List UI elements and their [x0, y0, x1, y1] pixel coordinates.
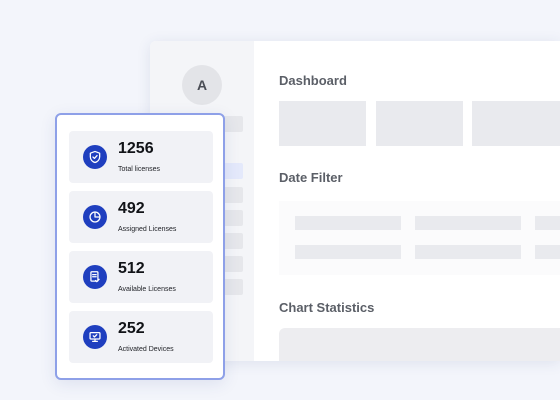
pie-chart-icon: [83, 205, 107, 229]
stat-label: Total licenses: [118, 166, 161, 173]
dashboard-card-placeholder: [472, 101, 560, 146]
chart-statistics-title: Chart Statistics: [279, 300, 375, 315]
sidebar-item-active[interactable]: [222, 163, 243, 179]
stat-label: Available Licenses: [118, 286, 176, 293]
filter-field-placeholder[interactable]: [535, 245, 560, 259]
filter-field-placeholder[interactable]: [295, 245, 401, 259]
sidebar-item[interactable]: [222, 256, 243, 272]
dashboard-title: Dashboard: [279, 73, 347, 88]
date-filter-title: Date Filter: [279, 170, 343, 185]
stat-value: 1256: [118, 140, 154, 157]
stat-label: Activated Devices: [118, 346, 174, 353]
dashboard-card-placeholder: [376, 101, 463, 146]
sidebar-item[interactable]: [222, 187, 243, 203]
filter-field-placeholder[interactable]: [295, 216, 401, 230]
sidebar-item[interactable]: [222, 210, 243, 226]
dashboard-card-placeholder: [279, 101, 366, 146]
chart-placeholder: [279, 328, 560, 361]
date-filter-panel: [279, 201, 560, 275]
main-content: Dashboard Date Filter Chart Statistics: [254, 41, 560, 361]
shield-check-icon: [83, 145, 107, 169]
stat-value: 252: [118, 320, 145, 337]
filter-field-placeholder[interactable]: [415, 245, 521, 259]
stat-total-licenses[interactable]: 1256 Total licenses: [69, 131, 213, 183]
license-stats-card: 1256 Total licenses 492 Assigned License…: [55, 113, 225, 380]
stat-activated-devices[interactable]: 252 Activated Devices: [69, 311, 213, 363]
filter-field-placeholder[interactable]: [535, 216, 560, 230]
sidebar-item[interactable]: [222, 116, 243, 132]
sidebar-item[interactable]: [222, 233, 243, 249]
stat-available-licenses[interactable]: 512 Available Licenses: [69, 251, 213, 303]
document-check-icon: [83, 265, 107, 289]
sidebar-item[interactable]: [222, 279, 243, 295]
monitor-icon: [83, 325, 107, 349]
stat-assigned-licenses[interactable]: 492 Assigned Licenses: [69, 191, 213, 243]
avatar[interactable]: A: [182, 65, 222, 105]
stat-label: Assigned Licenses: [118, 226, 177, 233]
stat-value: 492: [118, 200, 145, 217]
filter-field-placeholder[interactable]: [415, 216, 521, 230]
stat-value: 512: [118, 260, 145, 277]
